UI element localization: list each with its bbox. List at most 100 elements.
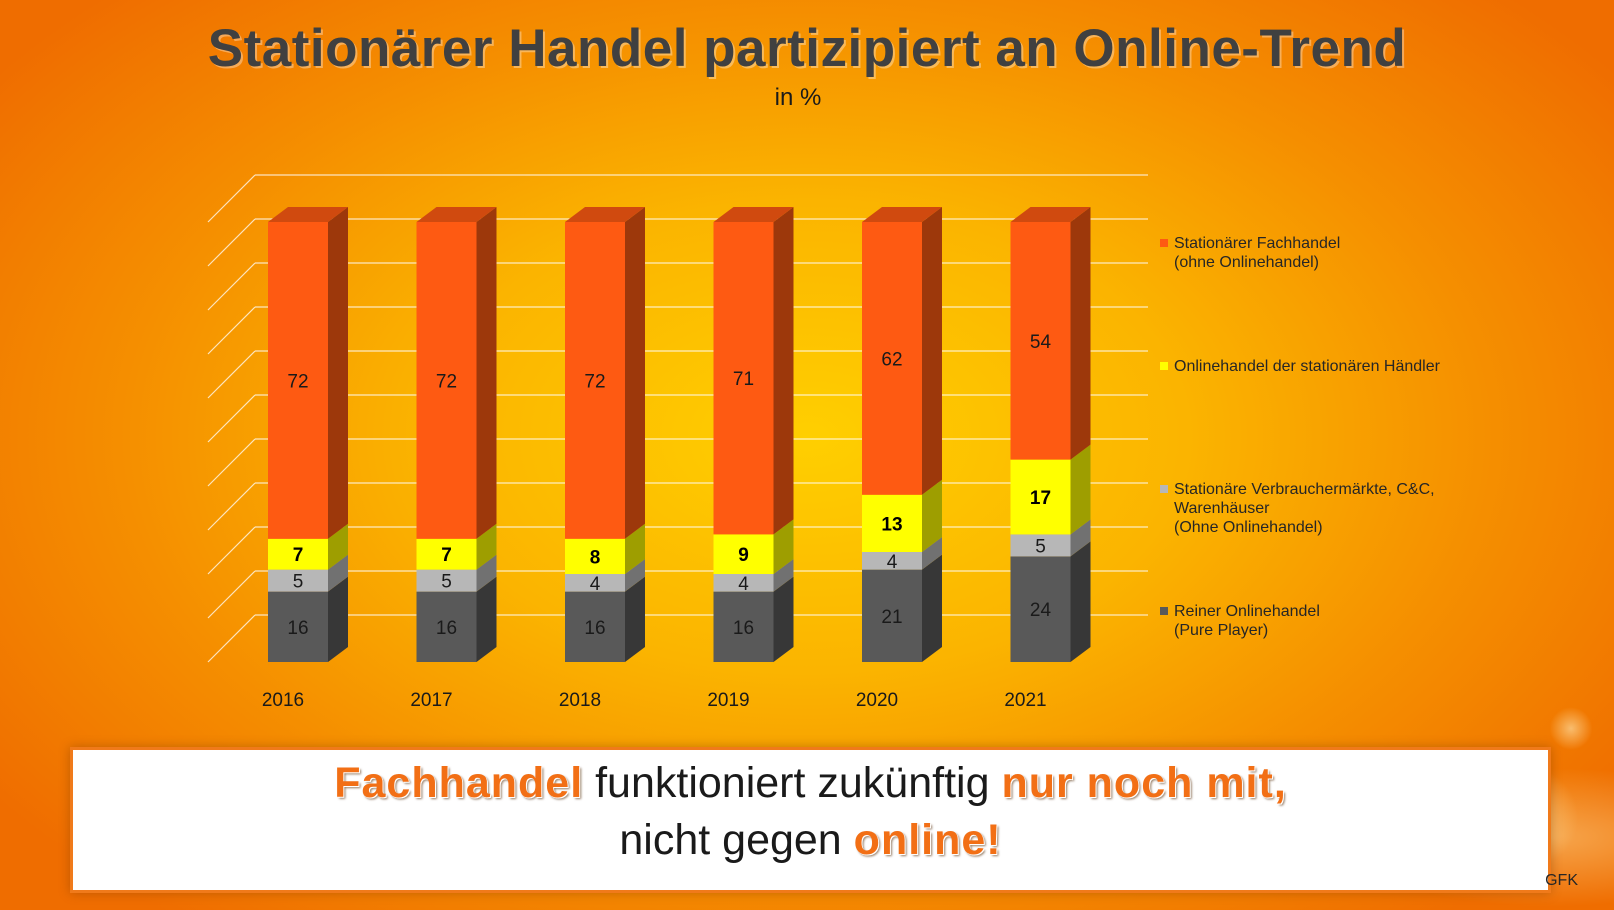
bar-segment-2019-1: [713, 574, 774, 592]
bar-side-2016-0: [328, 576, 348, 662]
bar-segment-2016-0: [268, 591, 328, 662]
bar-segment-2020-1: [862, 552, 922, 570]
bar-side-2017-2: [476, 523, 497, 570]
legend-swatch: [1160, 239, 1168, 247]
data-label-2020-1: 4: [887, 552, 898, 573]
data-label-2017-2: 7: [441, 545, 452, 566]
x-tick-label-2016: 2016: [262, 690, 304, 711]
data-label-2016-1: 5: [293, 572, 304, 593]
gridline-depth: [207, 218, 256, 267]
source-label: GFK: [1545, 872, 1578, 889]
data-label-2021-2: 17: [1030, 488, 1051, 509]
x-tick-label-2017: 2017: [410, 690, 452, 711]
legend-label: Reiner Onlinehandel (Pure Player): [1174, 603, 1320, 639]
bar-segment-2020-0: [862, 569, 922, 662]
data-label-2019-2: 9: [738, 545, 749, 566]
bar-side-2016-1: [328, 554, 348, 592]
data-label-2019-1: 4: [738, 574, 749, 595]
legend-label: Stationärer Fachhandel (ohne Onlinehande…: [1174, 235, 1341, 271]
gridline-depth: [207, 262, 256, 311]
data-label-2020-2: 13: [881, 514, 902, 535]
data-label-2018-2: 8: [590, 547, 601, 568]
bar-segment-2018-1: [565, 574, 625, 592]
gridline-depth: [207, 350, 256, 399]
page-title: Stationärer Handel partizipiert an Onlin…: [207, 19, 1407, 78]
bar-top-2021: [1010, 207, 1091, 222]
bar-side-2019-0: [773, 576, 794, 662]
data-label-2019-0: 16: [733, 618, 754, 639]
gridline-depth: [207, 306, 256, 355]
x-tick-label-2020: 2020: [856, 690, 898, 711]
data-label-2020-0: 21: [881, 607, 902, 628]
bar-segment-2016-3: [268, 222, 328, 539]
data-label-2021-3: 54: [1030, 332, 1052, 353]
bar-top-2017: [416, 207, 497, 222]
banner-text: funktioniert zukünftig: [583, 759, 1002, 807]
bar-segment-2020-2: [862, 494, 922, 552]
bar-top-2018: [565, 207, 645, 222]
x-tick-label-2021: 2021: [1004, 690, 1046, 711]
bar-side-2017-0: [476, 576, 497, 662]
data-label-2018-1: 4: [590, 574, 601, 595]
data-label-2016-2: 7: [293, 545, 304, 566]
bar-segment-2021-3: [1010, 222, 1071, 460]
bar-segment-2018-0: [565, 591, 625, 662]
gridline-depth: [207, 614, 256, 663]
bar-segment-2020-3: [862, 222, 922, 495]
gridline-depth: [207, 570, 256, 619]
bar-side-2019-3: [773, 207, 794, 535]
bar-side-2018-3: [625, 207, 645, 539]
gridline-depth: [207, 482, 256, 531]
bar-side-2021-2: [1070, 444, 1091, 535]
bar-side-2018-2: [625, 523, 645, 574]
gridline-depth: [207, 526, 256, 575]
bar-segment-2019-0: [713, 591, 774, 662]
bar-side-2020-0: [922, 554, 942, 662]
data-label-2017-3: 72: [436, 371, 457, 392]
bar-side-2020-2: [922, 479, 942, 552]
bar-segment-2016-1: [268, 569, 328, 592]
x-tick-label-2018: 2018: [559, 690, 601, 711]
bar-segment-2017-2: [416, 538, 477, 570]
bar-side-2021-1: [1070, 519, 1091, 557]
bar-side-2019-1: [773, 559, 794, 592]
legend-swatch: [1160, 485, 1168, 493]
banner-highlight-text: Fachhandel: [334, 759, 584, 807]
gridline-depth: [207, 174, 256, 223]
data-label-2018-3: 72: [584, 371, 605, 392]
bar-segment-2017-0: [416, 591, 477, 662]
legend-label: Stationäre Verbrauchermärkte, C&C, Waren…: [1174, 481, 1435, 536]
bar-segment-2021-0: [1010, 556, 1071, 662]
bar-side-2016-3: [328, 207, 348, 539]
bar-segment-2018-3: [565, 222, 625, 539]
data-label-2017-1: 5: [441, 572, 452, 593]
bar-segment-2021-1: [1010, 534, 1071, 557]
bar-top-2020: [862, 207, 942, 222]
bar-segment-2019-3: [713, 222, 774, 535]
legend-label: Onlinehandel der stationären Händler: [1174, 358, 1440, 375]
banner-highlight-text: online!: [853, 816, 1002, 864]
chart-unit-label: in %: [774, 84, 822, 111]
bar-side-2016-2: [328, 523, 348, 570]
bar-side-2018-1: [625, 559, 645, 592]
bar-group-2019: 16 4 9 71 2019: [707, 207, 794, 711]
x-tick-label-2019: 2019: [707, 690, 749, 711]
data-label-2016-0: 16: [287, 618, 308, 639]
bar-side-2021-3: [1070, 207, 1091, 460]
bar-side-2017-3: [476, 207, 497, 539]
banner-line-2: nicht gegen online!: [73, 816, 1548, 865]
data-label-2016-3: 72: [287, 371, 308, 392]
banner-text: nicht gegen: [619, 816, 854, 864]
bar-segment-2019-2: [713, 534, 774, 574]
banner-line-1: Fachhandel funktioniert zukünftig nur no…: [73, 759, 1548, 808]
bar-side-2018-0: [625, 576, 645, 662]
bar-side-2017-1: [476, 554, 497, 592]
bar-segment-2021-2: [1010, 459, 1071, 535]
bar-group-2016: 16 5 7 72 2016: [262, 207, 348, 711]
bar-top-2019: [713, 207, 794, 222]
legend-swatch: [1160, 362, 1168, 370]
legend-swatch: [1160, 607, 1168, 615]
data-label-2018-0: 16: [584, 618, 605, 639]
conclusion-banner: Fachhandel funktioniert zukünftig nur no…: [70, 747, 1551, 893]
